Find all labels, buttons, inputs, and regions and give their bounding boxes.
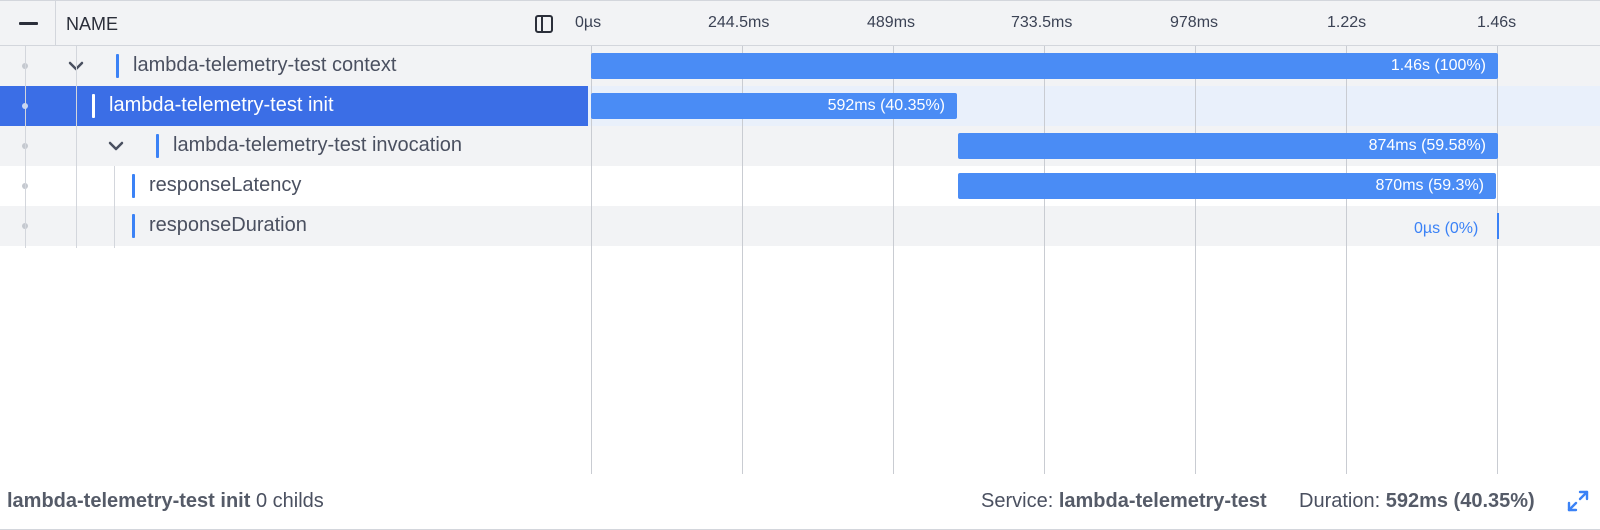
- span-duration-label: 870ms (59.3%): [1375, 177, 1485, 194]
- selected-span-summary: lambda-telemetry-test init 0 childs: [7, 490, 324, 513]
- timeline-gridline: [1346, 46, 1347, 474]
- span-accent-bar: [156, 134, 159, 158]
- service-value: lambda-telemetry-test: [1058, 490, 1267, 512]
- timeline-gridline: [1044, 46, 1045, 474]
- duration-label: Duration:: [1299, 490, 1381, 512]
- span-accent-bar: [92, 94, 95, 118]
- selected-span-name: lambda-telemetry-test init: [7, 490, 251, 512]
- collapse-all-button[interactable]: [0, 1, 56, 46]
- span-bar[interactable]: [1497, 213, 1499, 239]
- tree-guide-line: [76, 46, 77, 248]
- span-accent-bar: [132, 214, 135, 238]
- span-duration-label: 1.46s (100%): [1390, 57, 1486, 74]
- timeline-tick: 0µs: [575, 14, 602, 31]
- minus-icon: [19, 22, 38, 25]
- timeline-gridline: [591, 46, 592, 474]
- span-duration-label: 874ms (59.58%): [1368, 137, 1486, 154]
- span-name[interactable]: responseDuration: [149, 214, 307, 236]
- span-bar[interactable]: 870ms (59.3%): [958, 173, 1496, 199]
- span-bar[interactable]: 592ms (40.35%): [591, 93, 957, 119]
- timeline-gridline: [742, 46, 743, 474]
- timeline-header: NAME 0µs 244.5ms 489ms 733.5ms 978ms 1.2…: [0, 0, 1600, 46]
- timeline-tick: 733.5ms: [1011, 14, 1073, 31]
- tree-guide-line: [25, 46, 26, 248]
- span-name[interactable]: lambda-telemetry-test context: [133, 54, 397, 76]
- service-label: Service:: [981, 490, 1054, 512]
- duration-info: Duration: 592ms (40.35%): [1299, 490, 1535, 513]
- span-duration-label: 592ms (40.35%): [827, 97, 945, 114]
- timeline-tick: 978ms: [1170, 14, 1219, 31]
- timeline-tick: 1.22s: [1327, 14, 1367, 31]
- child-count: 0 childs: [255, 490, 324, 512]
- timeline-tick: 1.46s: [1477, 14, 1517, 31]
- panel-toggle-icon[interactable]: [534, 14, 554, 34]
- span-accent-bar: [116, 54, 119, 78]
- timeline-gridline: [1497, 46, 1498, 474]
- expand-icon[interactable]: [1567, 490, 1589, 512]
- span-accent-bar: [132, 174, 135, 198]
- span-name[interactable]: lambda-telemetry-test invocation: [173, 134, 463, 156]
- timeline-tick: 244.5ms: [708, 14, 770, 31]
- span-detail-footer: lambda-telemetry-test init 0 childs Serv…: [0, 474, 1600, 530]
- span-name[interactable]: lambda-telemetry-test init: [109, 94, 334, 116]
- span-name[interactable]: responseLatency: [149, 174, 302, 196]
- service-info: Service: lambda-telemetry-test: [981, 490, 1267, 513]
- timeline-tick: 489ms: [867, 14, 916, 31]
- timeline-gridline: [1195, 46, 1196, 474]
- span-row[interactable]: responseDuration: [0, 206, 1600, 246]
- span-bar[interactable]: 1.46s (100%): [591, 53, 1498, 79]
- name-column-header: NAME: [66, 14, 119, 34]
- chevron-down-icon[interactable]: [106, 136, 126, 156]
- duration-value: 592ms (40.35%): [1385, 490, 1535, 512]
- span-duration-label: 0µs (0%): [1414, 220, 1479, 237]
- timeline-gridline: [893, 46, 894, 474]
- span-bar[interactable]: 874ms (59.58%): [958, 133, 1498, 159]
- tree-guide-line: [114, 166, 115, 248]
